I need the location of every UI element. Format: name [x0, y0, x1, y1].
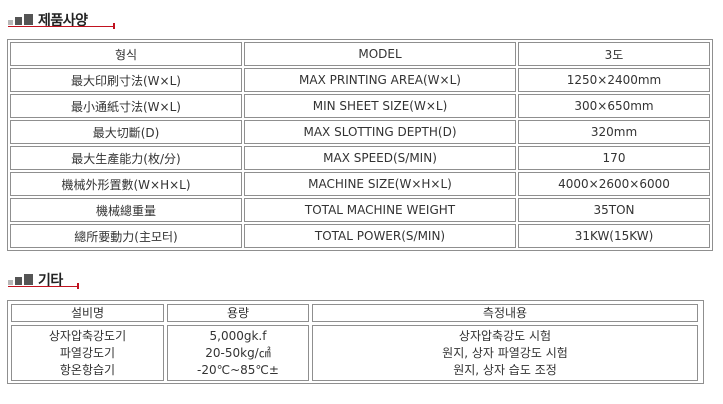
table-cell: 4000×2600×6000 — [518, 172, 710, 196]
heading-underline-end — [113, 23, 115, 29]
heading-underline-end — [77, 283, 79, 289]
spec-table: 형식 MODEL 3도 最大印刷寸法(W×L) MAX PRINTING ARE… — [7, 39, 713, 251]
heading-marker-icon — [15, 277, 22, 285]
heading-marker-icon — [8, 280, 13, 285]
table-cell: 300×650mm — [518, 94, 710, 118]
table-row: 機械外形置數(W×H×L) MACHINE SIZE(W×H×L) 4000×2… — [10, 172, 710, 196]
list-item: 상자압축강도기 — [48, 329, 127, 343]
table-cell: MAX PRINTING AREA(W×L) — [244, 68, 516, 92]
table-cell: MAX SLOTTING DEPTH(D) — [244, 120, 516, 144]
table-cell: 總所要動力(主모터) — [10, 224, 242, 248]
list-item: 상자압축강도 시험 — [458, 329, 552, 343]
section-title: 제품사양 — [38, 13, 88, 29]
table-cell: 320mm — [518, 120, 710, 144]
section-heading-etc: 기타 — [8, 268, 80, 294]
heading-underline — [8, 26, 114, 27]
table-row: 最小通紙寸法(W×L) MIN SHEET SIZE(W×L) 300×650m… — [10, 94, 710, 118]
table-header-row: 형식 MODEL 3도 — [10, 42, 710, 66]
heading-marker-icon — [15, 17, 22, 25]
header-cell: MODEL — [244, 42, 516, 66]
table-cell: 機械外形置數(W×H×L) — [10, 172, 242, 196]
table-cell: MIN SHEET SIZE(W×L) — [244, 94, 516, 118]
table-cell: 最小通紙寸法(W×L) — [10, 94, 242, 118]
table-cell: 最大切斷(D) — [10, 120, 242, 144]
list-item: 원지, 상자 파열강도 시험 — [442, 346, 568, 360]
table-cell: 35TON — [518, 198, 710, 222]
table-cell: 最大生產能力(枚/分) — [10, 146, 242, 170]
table-cell: TOTAL POWER(S/MIN) — [244, 224, 516, 248]
header-cell: 형식 — [10, 42, 242, 66]
table-row: 機械總重量 TOTAL MACHINE WEIGHT 35TON — [10, 198, 710, 222]
header-cell: 측정내용 — [312, 304, 698, 322]
table-cell: 170 — [518, 146, 710, 170]
list-item: 항온항습기 — [59, 363, 116, 377]
header-cell: 설비명 — [11, 304, 164, 322]
table-cell: 31KW(15KW) — [518, 224, 710, 248]
table-row: 總所要動力(主모터) TOTAL POWER(S/MIN) 31KW(15KW) — [10, 224, 710, 248]
heading-marker-icon — [24, 274, 33, 285]
list-item: 5,000gk.f — [209, 329, 267, 343]
table-cell: 最大印刷寸法(W×L) — [10, 68, 242, 92]
equipment-name-cell: 상자압축강도기 파열강도기 항온항습기 — [11, 325, 164, 381]
heading-underline — [8, 286, 78, 287]
table-row: 最大印刷寸法(W×L) MAX PRINTING AREA(W×L) 1250×… — [10, 68, 710, 92]
section-heading-spec: 제품사양 — [8, 8, 116, 34]
heading-marker-icon — [24, 14, 33, 25]
header-cell: 용량 — [167, 304, 309, 322]
table-cell: 機械總重量 — [10, 198, 242, 222]
heading-marker-icon — [8, 20, 13, 25]
capacity-cell: 5,000gk.f 20-50kg/㎠ -20℃~85℃± — [167, 325, 309, 381]
section-title: 기타 — [38, 273, 63, 289]
table-cell: MAX SPEED(S/MIN) — [244, 146, 516, 170]
list-item: -20℃~85℃± — [197, 363, 279, 377]
measurement-cell: 상자압축강도 시험 원지, 상자 파열강도 시험 원지, 상자 습도 조정 — [312, 325, 698, 381]
equipment-table: 설비명 용량 측정내용 상자압축강도기 파열강도기 항온항습기 5,000gk.… — [7, 300, 704, 384]
table-row: 最大切斷(D) MAX SLOTTING DEPTH(D) 320mm — [10, 120, 710, 144]
table-cell: 1250×2400mm — [518, 68, 710, 92]
table-cell: MACHINE SIZE(W×H×L) — [244, 172, 516, 196]
table-row: 最大生產能力(枚/分) MAX SPEED(S/MIN) 170 — [10, 146, 710, 170]
list-item: 파열강도기 — [59, 346, 116, 360]
list-item: 원지, 상자 습도 조정 — [453, 363, 557, 377]
table-cell: TOTAL MACHINE WEIGHT — [244, 198, 516, 222]
list-item: 20-50kg/㎠ — [205, 346, 271, 360]
header-cell: 3도 — [518, 42, 710, 66]
